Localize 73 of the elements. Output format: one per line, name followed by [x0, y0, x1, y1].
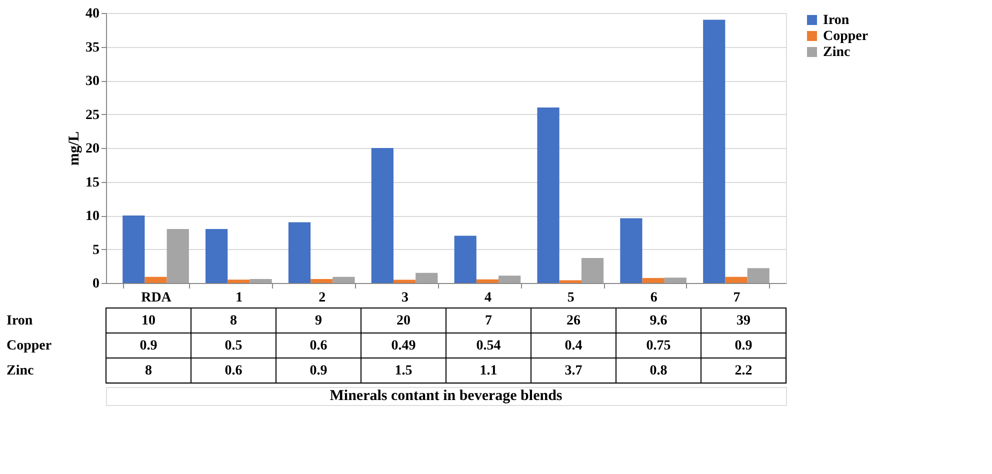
data-label: 9	[315, 314, 322, 328]
bar	[581, 258, 604, 283]
bar	[228, 280, 250, 283]
data-label: 0.49	[391, 338, 416, 354]
text: Zinc	[6, 364, 34, 378]
data-label: 0.4	[564, 338, 582, 354]
data-label: 0.9	[734, 338, 752, 354]
text: Iron	[6, 314, 33, 328]
y-tick-label: 30	[86, 74, 100, 89]
bar	[620, 218, 642, 283]
bar	[371, 148, 394, 283]
bar	[332, 276, 355, 283]
text: Minerals contant in beverage blends	[330, 388, 562, 404]
x-tick-label: 5	[567, 290, 574, 306]
bar	[747, 268, 770, 283]
y-tick-label: 20	[86, 142, 100, 156]
legend-label: Zinc	[823, 45, 850, 60]
data-label: 3.7	[564, 364, 582, 378]
bar	[310, 278, 333, 283]
data-label: 0.75	[646, 338, 671, 354]
data-label: 26	[566, 314, 580, 328]
y-axis-title: mg/L	[66, 131, 82, 166]
data-label: 8	[145, 364, 152, 378]
x-tick-label: 6	[650, 290, 658, 306]
data-label: 0.6	[310, 338, 328, 354]
bar	[498, 276, 521, 283]
data-label: 1.1	[480, 364, 498, 378]
bar	[454, 236, 476, 283]
legend-label: Copper	[823, 29, 868, 44]
data-label: 0.9	[310, 364, 328, 378]
x-tick-label: 4	[484, 290, 492, 306]
bar	[166, 229, 189, 283]
bar	[703, 20, 726, 283]
data-label: 7	[485, 314, 492, 328]
bar	[416, 272, 438, 283]
data-label: 20	[396, 314, 410, 328]
data-label: 39	[736, 314, 750, 328]
bar	[288, 222, 311, 283]
y-tick-label: 15	[86, 175, 100, 190]
bar	[664, 278, 686, 283]
x-tick-label: 7	[733, 290, 740, 306]
y-tick-label: 5	[92, 242, 100, 258]
data-label: 0.5	[224, 338, 242, 354]
bar	[476, 279, 499, 283]
data-label: 0.8	[650, 364, 668, 378]
data-label: 2.2	[734, 364, 752, 378]
bar	[537, 108, 560, 283]
legend-label: Iron	[823, 13, 850, 28]
y-tick-label: 10	[86, 209, 100, 224]
data-label: 0.9	[140, 338, 158, 354]
data-label: 0.6	[224, 364, 242, 378]
y-tick-label: 0	[92, 276, 100, 292]
y-tick-label: 40	[86, 6, 100, 22]
x-tick-label: 1	[236, 290, 243, 306]
data-label: 1.5	[394, 364, 412, 378]
data-label: 10	[142, 314, 156, 328]
bar	[250, 278, 272, 283]
y-tick-label: 35	[86, 40, 100, 56]
bar	[559, 280, 582, 283]
x-tick-label: 3	[402, 290, 409, 306]
x-tick-label: RDA	[141, 290, 172, 306]
y-tick-label: 25	[86, 108, 100, 123]
data-label: 0.54	[476, 338, 501, 354]
bar	[725, 276, 748, 283]
bar	[393, 280, 416, 283]
data-label: 8	[230, 314, 237, 328]
bar	[206, 229, 228, 283]
data-label: 9.6	[650, 314, 668, 328]
x-tick-label: 2	[318, 290, 326, 306]
bar	[642, 278, 664, 283]
bar	[144, 276, 167, 283]
bar	[122, 216, 145, 283]
text: Copper	[6, 338, 52, 354]
